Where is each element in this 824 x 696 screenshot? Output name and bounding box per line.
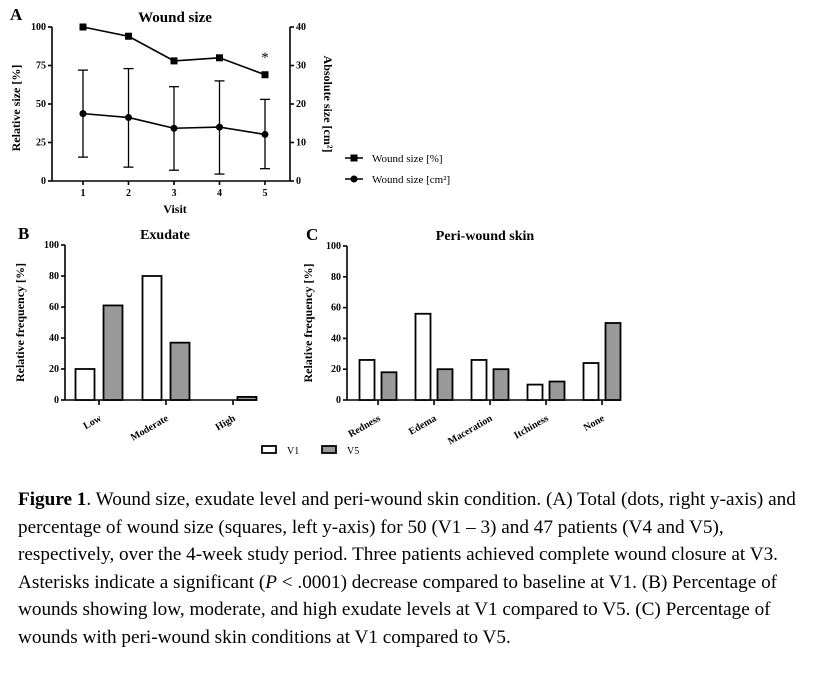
x-tick-label: Low [82, 413, 105, 432]
data-point-square [261, 71, 269, 79]
x-tick-label: 5 [263, 188, 268, 199]
bar-v5 [380, 371, 398, 401]
x-tick-label: 4 [217, 188, 222, 199]
legend-label: Wound size [%] [372, 153, 443, 165]
x-tick-label: Itchiness [512, 413, 550, 441]
caption-p: P [265, 571, 277, 593]
y-tick-label: 100 [326, 241, 341, 252]
bar-v5 [236, 395, 258, 401]
y-tick-label: 60 [331, 303, 341, 314]
bar-v5 [548, 380, 566, 401]
panel-label-c: C [306, 225, 318, 244]
y-tick-label: 40 [49, 333, 59, 344]
panel-label-b: B [18, 224, 29, 243]
y-tick-label: 20 [331, 364, 341, 375]
chart-title-c: Peri-wound skin [436, 229, 535, 244]
y-axis-label-left: Relative size [%] [9, 65, 23, 152]
x-tick-label: High [214, 413, 238, 433]
bar-v1 [582, 362, 600, 401]
x-tick-label: 3 [172, 188, 177, 199]
bar-v1 [414, 312, 432, 401]
y-tick-label: 20 [49, 364, 59, 375]
legend-marker-circle [350, 175, 358, 183]
x-tick-label: Moderate [129, 413, 171, 444]
x-tick-label: 2 [126, 188, 131, 199]
y-tick-label: 80 [49, 271, 59, 282]
bar-v1 [141, 275, 163, 401]
y-tick-label: 100 [31, 22, 46, 33]
x-tick-label: 1 [81, 188, 86, 199]
bar-v5 [436, 368, 454, 401]
y-tick-label-right: 10 [296, 138, 306, 149]
figure: A Wound size 0 25 50 75 100 0 10 20 30 40 1 2 3 4 5 Visit… [9, 5, 622, 457]
bar-v5 [492, 368, 510, 401]
y-tick-label-right: 30 [296, 61, 306, 72]
legend-label: V5 [347, 446, 359, 457]
y-tick-label-right: 20 [296, 99, 306, 110]
data-point-square [125, 32, 132, 40]
caption-text-2: < .0001) decrease compared to baseline a… [18, 571, 778, 648]
y-tick-label-right: 40 [296, 22, 306, 33]
chart-title-b: Exudate [140, 228, 190, 243]
bar-v5 [604, 322, 622, 401]
legend-marker-square [350, 154, 358, 162]
significance-asterisk: * [261, 50, 269, 66]
data-point-circle [79, 110, 87, 118]
y-tick-label: 100 [44, 240, 59, 251]
figure-caption: Figure 1. Wound size, exudate level and … [18, 486, 813, 652]
x-tick-label: None [582, 413, 607, 434]
y-tick-label: 80 [331, 272, 341, 283]
data-point-square [170, 57, 178, 65]
data-point-circle [261, 130, 269, 138]
y-tick-label: 25 [36, 138, 46, 149]
chart-title-a: Wound size [138, 10, 212, 26]
y-tick-label: 75 [36, 61, 46, 72]
caption-label: Figure 1 [18, 489, 87, 510]
legend-label: Wound size [cm²] [372, 174, 450, 186]
y-tick-label-right: 0 [296, 176, 301, 187]
series-line-percent [82, 26, 266, 76]
x-tick-label: Edema [407, 413, 438, 438]
y-axis-label-right: Absolute size [cm²] [321, 56, 335, 153]
y-tick-label: 50 [36, 99, 46, 110]
data-point-circle [170, 124, 178, 132]
bar-v1 [470, 359, 488, 401]
bar-v1 [358, 359, 376, 401]
bar-v1 [526, 383, 544, 401]
x-tick-label: Redness [347, 413, 383, 440]
bar-v5 [169, 341, 191, 401]
data-point-circle [216, 123, 223, 131]
caption-text-1: . Wound size, exudate level and peri-wou… [18, 489, 796, 593]
legend-swatch-v1 [261, 445, 277, 454]
panel-label-a: A [10, 5, 23, 24]
bar-v5 [102, 304, 124, 401]
bar-v1 [74, 368, 96, 401]
y-axis-label: Relative frequency [%] [13, 263, 27, 382]
y-tick-label: 0 [41, 176, 46, 187]
y-axis-label: Relative frequency [%] [301, 263, 315, 382]
y-tick-label: 40 [331, 333, 341, 344]
data-point-square [79, 23, 87, 31]
data-point-circle [125, 113, 132, 121]
y-tick-label: 0 [54, 395, 59, 406]
y-tick-label: 0 [336, 395, 341, 406]
x-axis-label: Visit [163, 202, 187, 216]
legend-swatch-v5 [321, 445, 337, 454]
legend-label: V1 [287, 446, 299, 457]
x-tick-label: Maceration [446, 413, 495, 447]
y-tick-label: 60 [49, 302, 59, 313]
data-point-square [216, 54, 223, 62]
